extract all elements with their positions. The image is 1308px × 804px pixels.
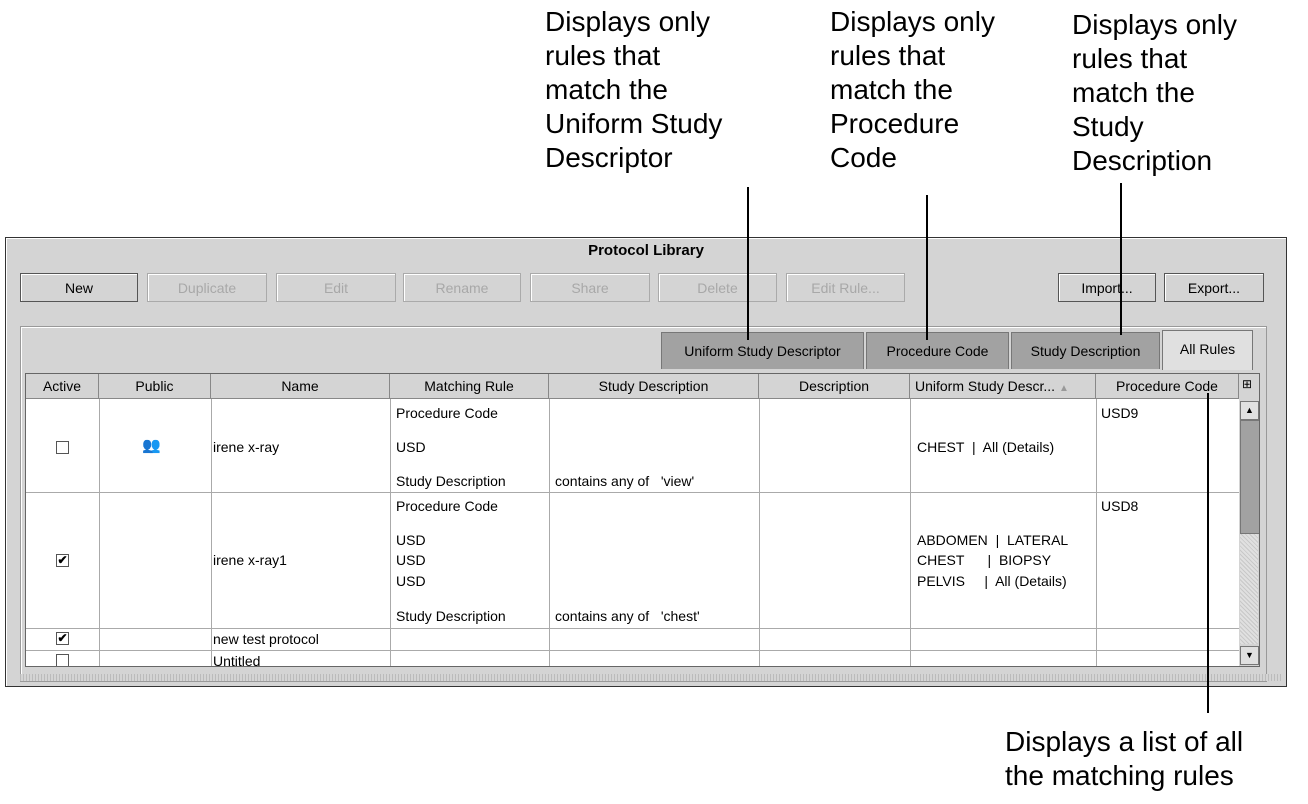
- edit-button[interactable]: Edit: [276, 273, 396, 302]
- column-header-usd[interactable]: Uniform Study Descr... ▲: [910, 374, 1096, 399]
- column-header-name[interactable]: Name: [211, 374, 390, 399]
- active-checkbox[interactable]: ✔: [56, 631, 69, 645]
- scroll-down-arrow-icon[interactable]: ▼: [1240, 646, 1259, 665]
- splitter-handle[interactable]: [20, 674, 1282, 681]
- new-button[interactable]: New: [20, 273, 138, 302]
- annotation-procedure-code: Displays only rules that match the Proce…: [830, 6, 995, 173]
- tab-study-description[interactable]: Study Description: [1011, 332, 1160, 369]
- protocol-library-window: Protocol Library New Duplicate Edit Rena…: [5, 237, 1287, 687]
- import-button[interactable]: Import...: [1058, 273, 1156, 302]
- duplicate-button[interactable]: Duplicate: [147, 273, 267, 302]
- callout-line-all-rules: [1207, 393, 1209, 713]
- matching-rule-line: USD: [396, 573, 426, 589]
- procedure-code-cell: USD8: [1101, 498, 1139, 514]
- window-title: Protocol Library: [588, 242, 704, 259]
- callout-line-procedure-code: [926, 195, 928, 340]
- tab-procedure-code[interactable]: Procedure Code: [866, 332, 1009, 369]
- tab-panel: Uniform Study Descriptor Procedure Code …: [20, 326, 1267, 682]
- study-description-cell: contains any of 'chest': [555, 608, 700, 624]
- study-description-cell: contains any of 'view': [555, 473, 695, 489]
- usd-cell: CHEST | BIOPSY: [917, 552, 1052, 568]
- matching-rule-line: Study Description: [396, 608, 506, 624]
- scroll-up-arrow-icon[interactable]: ▲: [1240, 401, 1259, 420]
- tab-all-rules[interactable]: All Rules: [1162, 330, 1253, 370]
- rules-table: Active Public Name Matching Rule Study D…: [25, 373, 1260, 667]
- scrollbar-track[interactable]: [1240, 534, 1258, 644]
- annotation-study-description: Displays only rules that match the Study…: [1072, 9, 1237, 176]
- active-checkbox[interactable]: [56, 654, 69, 666]
- active-checkbox[interactable]: [56, 441, 69, 454]
- sort-ascending-icon: ▲: [1058, 383, 1069, 394]
- name-cell: new test protocol: [213, 631, 319, 647]
- matching-rule-line: USD: [396, 552, 426, 568]
- callout-line-usd: [747, 187, 749, 340]
- matching-rule-line: Procedure Code: [396, 405, 498, 421]
- rename-button[interactable]: Rename: [403, 273, 521, 302]
- usd-cell: PELVIS | All (Details): [917, 573, 1067, 589]
- column-header-procedure-code[interactable]: Procedure Code: [1096, 374, 1239, 399]
- name-cell: irene x-ray: [213, 439, 280, 455]
- column-header-active[interactable]: Active: [26, 374, 99, 399]
- matching-rule-line: USD: [396, 532, 426, 548]
- usd-cell: CHEST | All (Details): [917, 439, 1055, 455]
- name-cell: Untitled: [213, 653, 261, 667]
- scrollbar-thumb[interactable]: [1240, 420, 1259, 534]
- delete-button[interactable]: Delete: [658, 273, 777, 302]
- share-button[interactable]: Share: [530, 273, 650, 302]
- tab-uniform-study-descriptor[interactable]: Uniform Study Descriptor: [661, 332, 864, 369]
- name-cell: irene x-ray1: [213, 552, 287, 568]
- column-header-matching-rule[interactable]: Matching Rule: [390, 374, 549, 399]
- public-users-icon: 👥: [142, 437, 161, 454]
- usd-cell: ABDOMEN | LATERAL: [917, 532, 1069, 548]
- annotation-all-rules: Displays a list of all the matching rule…: [1005, 726, 1244, 791]
- column-chooser-icon[interactable]: ⊞: [1242, 377, 1253, 391]
- callout-line-study-description: [1120, 183, 1122, 335]
- column-header-description[interactable]: Description: [759, 374, 910, 399]
- active-checkbox[interactable]: ✔: [56, 553, 69, 567]
- vertical-scrollbar[interactable]: ⊞ ▲ ▼: [1239, 374, 1259, 666]
- export-button[interactable]: Export...: [1164, 273, 1264, 302]
- annotation-usd: Displays only rules that match the Unifo…: [545, 6, 723, 173]
- procedure-code-cell: USD9: [1101, 405, 1139, 421]
- edit-rule-button[interactable]: Edit Rule...: [786, 273, 905, 302]
- column-header-usd-label: Uniform Study Descr...: [915, 378, 1056, 394]
- column-header-public[interactable]: Public: [99, 374, 211, 399]
- matching-rule-line: Study Description: [396, 473, 506, 489]
- column-header-study-description[interactable]: Study Description: [549, 374, 759, 399]
- matching-rule-line: Procedure Code: [396, 498, 498, 514]
- matching-rule-line: USD: [396, 439, 426, 455]
